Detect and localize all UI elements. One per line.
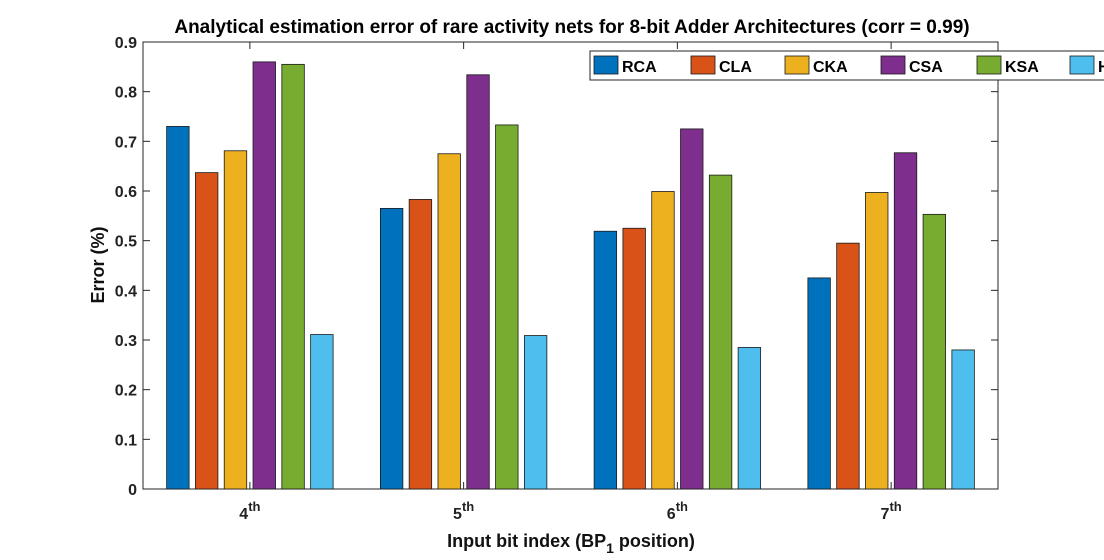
legend-swatch-rca bbox=[593, 55, 619, 75]
legend-box bbox=[589, 50, 1104, 81]
x-tick-label-base: 4 bbox=[239, 506, 248, 523]
legend-swatch-cka bbox=[784, 55, 810, 75]
y-axis-label: Error (%) bbox=[88, 226, 108, 303]
bar-rca-6th bbox=[593, 230, 618, 490]
legend-label-ksa: KSA bbox=[1005, 59, 1039, 76]
x-tick-label: 7th bbox=[881, 499, 902, 523]
bar-ksa-6th bbox=[708, 174, 733, 490]
bar-ksa-4th bbox=[281, 63, 305, 490]
x-tick-label-superscript: th bbox=[889, 499, 901, 514]
x-axis-label-suffix: position) bbox=[614, 531, 695, 551]
x-tick-label-base: 7 bbox=[881, 506, 890, 523]
x-tick-label-superscript: th bbox=[676, 499, 688, 514]
legend-swatch-csa bbox=[880, 55, 906, 75]
y-tick-label: 0.2 bbox=[115, 383, 137, 400]
y-tick-label: 0.5 bbox=[115, 234, 137, 251]
bar-ha-4th bbox=[310, 334, 334, 490]
bar-ksa-7th bbox=[922, 213, 946, 490]
bar-rca-5th bbox=[379, 207, 404, 490]
bar-cla-5th bbox=[408, 199, 433, 490]
x-tick-label: 5th bbox=[453, 499, 474, 523]
legend-label-cla: CLA bbox=[719, 59, 752, 76]
y-tick-label: 0.9 bbox=[115, 35, 137, 52]
legend-label-rca: RCA bbox=[622, 59, 657, 76]
x-tick-label: 6th bbox=[667, 499, 688, 523]
bar-cka-4th bbox=[223, 150, 248, 490]
bar-cla-7th bbox=[836, 242, 860, 490]
legend-label-ha: HA bbox=[1098, 59, 1104, 76]
bar-cla-6th bbox=[622, 227, 646, 490]
x-tick-label: 4th bbox=[239, 499, 260, 523]
y-tick-label: 0.4 bbox=[115, 283, 137, 300]
legend-label-cka: CKA bbox=[813, 59, 848, 76]
y-tick-label: 0.8 bbox=[115, 85, 137, 102]
y-tick-label: 0 bbox=[128, 482, 137, 499]
bar-ha-6th bbox=[737, 347, 762, 490]
legend-swatch-cla bbox=[690, 55, 716, 75]
bar-ksa-5th bbox=[495, 124, 519, 490]
chart-title: Analytical estimation error of rare acti… bbox=[174, 17, 969, 38]
bar-rca-7th bbox=[807, 277, 831, 490]
bar-cka-5th bbox=[437, 153, 461, 490]
x-axis-label: Input bit index (BP1 position) bbox=[447, 531, 695, 556]
y-tick-label: 0.3 bbox=[115, 333, 137, 350]
bar-ha-7th bbox=[951, 349, 975, 490]
y-tick-label: 0.6 bbox=[115, 184, 137, 201]
bar-cla-4th bbox=[195, 172, 219, 490]
legend: RCA CLA CKA CSA KSA HA bbox=[589, 50, 1104, 81]
bar-csa-4th bbox=[252, 61, 276, 490]
x-axis-label-prefix: Input bit index (BP bbox=[447, 531, 606, 551]
y-tick-label: 0.7 bbox=[115, 134, 137, 151]
x-tick-label-superscript: th bbox=[248, 499, 260, 514]
legend-label-csa: CSA bbox=[909, 59, 943, 76]
bar-csa-5th bbox=[466, 74, 490, 490]
bar-cka-6th bbox=[651, 191, 675, 490]
bar-cka-7th bbox=[865, 192, 889, 490]
x-axis-label-subscript: 1 bbox=[606, 540, 614, 556]
bar-csa-7th bbox=[893, 152, 918, 490]
bar-csa-6th bbox=[680, 128, 704, 490]
legend-swatch-ksa bbox=[976, 55, 1002, 75]
bar-ha-5th bbox=[523, 335, 548, 490]
x-tick-label-base: 5 bbox=[453, 506, 462, 523]
y-tick-label: 0.1 bbox=[115, 432, 137, 449]
bar-rca-4th bbox=[166, 126, 190, 490]
x-tick-label-superscript: th bbox=[462, 499, 474, 514]
x-tick-label-base: 6 bbox=[667, 506, 676, 523]
legend-swatch-ha bbox=[1069, 55, 1095, 75]
